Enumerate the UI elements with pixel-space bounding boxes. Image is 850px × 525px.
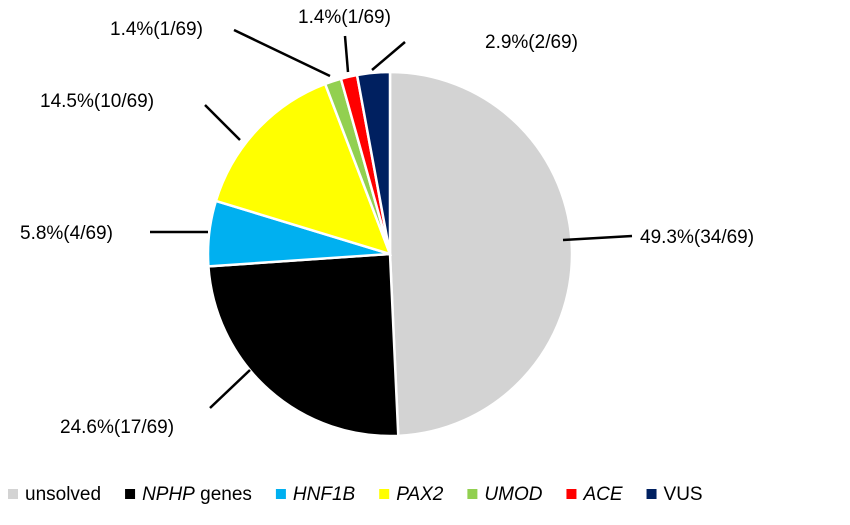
legend-label: PAX2	[396, 484, 444, 505]
slice-label-hnf1b: 5.8%(4/69)	[20, 223, 113, 244]
slice-label-pax2: 14.5%(10/69)	[40, 91, 154, 112]
legend-swatch	[566, 489, 577, 499]
slice-labels: 49.3%(34/69) 24.6%(17/69) 5.8%(4/69) 14.5%(…	[20, 7, 754, 438]
legend-item-unsolved: unsolved	[8, 484, 101, 505]
leader-line-ace	[343, 35, 350, 73]
legend-label: unsolved	[25, 484, 101, 505]
legend-item-vus: VUS	[646, 484, 703, 505]
slice-label-ace: 1.4%(1/69)	[298, 7, 391, 28]
legend-item-hnf1b: HNF1B	[275, 484, 356, 505]
legend-swatch	[275, 489, 286, 499]
legend-item-umod: UMOD	[467, 484, 543, 505]
legend: unsolved NPHP genes HNF1B PAX2 UMOD ACE VUS	[8, 484, 703, 505]
legend-swatch	[646, 489, 657, 499]
pie-slice-nphp-genes	[207, 252, 400, 438]
pie-slice-unsolved	[388, 70, 574, 438]
legend-label: UMOD	[484, 484, 542, 505]
slice-label-unsolved: 49.3%(34/69)	[640, 227, 754, 248]
leader-line-pax2	[204, 104, 241, 141]
leader-line-nphp-genes	[209, 369, 251, 409]
legend-swatch	[379, 489, 390, 499]
legend-item-nphp: NPHP genes	[125, 484, 252, 505]
slice-label-umod: 1.4%(1/69)	[110, 19, 203, 40]
pie-slice-pax2	[214, 82, 393, 256]
legend-swatch	[125, 489, 136, 499]
legend-item-ace: ACE	[566, 484, 623, 505]
legend-label: VUS	[664, 484, 703, 505]
leader-line-unsolved	[562, 234, 633, 242]
legend-label: ACE	[582, 484, 622, 505]
leader-line-vus	[371, 41, 406, 71]
leader-line-umod	[233, 28, 331, 78]
legend-swatch	[8, 489, 18, 499]
label-leader-lines	[150, 28, 633, 409]
slice-label-nphp-genes: 24.6%(17/69)	[60, 417, 174, 438]
legend-swatch	[467, 489, 478, 499]
pie-slice-vus	[355, 70, 392, 255]
legend-label: NPHP genes	[142, 484, 252, 505]
legend-item-pax2: PAX2	[379, 484, 444, 505]
legend-label: HNF1B	[293, 484, 356, 505]
slice-label-vus: 2.9%(2/69)	[485, 32, 578, 53]
pie-slices	[206, 70, 574, 438]
